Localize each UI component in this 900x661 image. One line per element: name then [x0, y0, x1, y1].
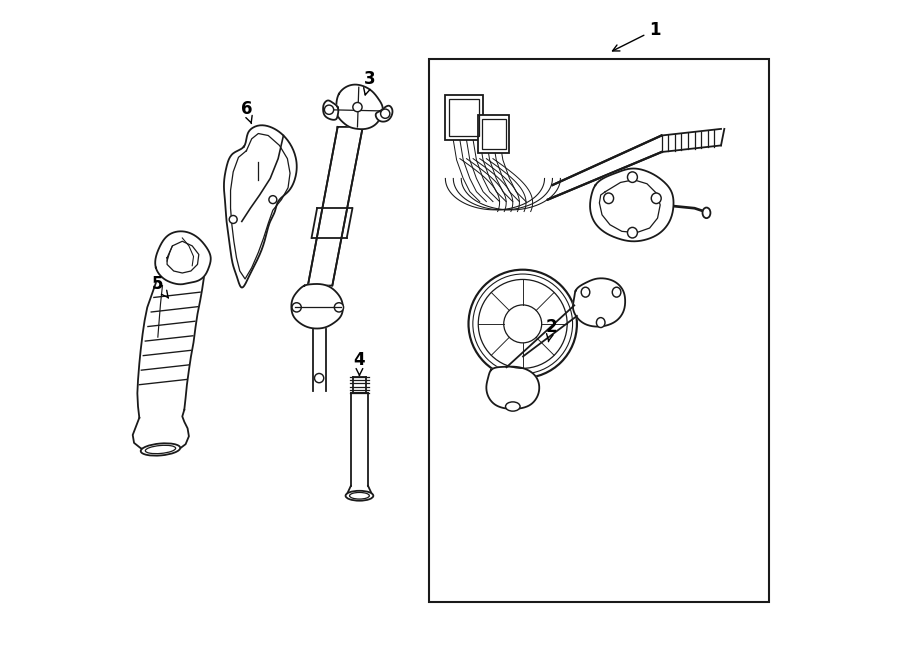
Text: 3: 3	[364, 70, 375, 95]
Ellipse shape	[703, 208, 710, 218]
Ellipse shape	[581, 287, 590, 297]
Polygon shape	[224, 126, 297, 288]
Circle shape	[334, 303, 344, 312]
Circle shape	[292, 303, 302, 312]
Circle shape	[324, 105, 334, 114]
Polygon shape	[573, 278, 625, 327]
Polygon shape	[351, 393, 368, 486]
Circle shape	[381, 109, 390, 118]
Bar	[478, 115, 509, 153]
Bar	[445, 95, 483, 140]
Circle shape	[269, 196, 277, 204]
Polygon shape	[590, 169, 673, 241]
Polygon shape	[337, 85, 382, 129]
Polygon shape	[323, 100, 338, 120]
Text: 2: 2	[545, 318, 557, 342]
Ellipse shape	[597, 318, 605, 327]
Circle shape	[469, 270, 577, 378]
Polygon shape	[346, 486, 373, 496]
Polygon shape	[308, 127, 363, 286]
Polygon shape	[486, 367, 539, 409]
Ellipse shape	[140, 444, 180, 455]
Ellipse shape	[604, 193, 614, 204]
Polygon shape	[375, 106, 392, 122]
Polygon shape	[312, 329, 326, 391]
Bar	[449, 99, 479, 136]
Polygon shape	[548, 136, 662, 200]
Circle shape	[353, 102, 362, 112]
Ellipse shape	[627, 172, 637, 182]
Ellipse shape	[627, 227, 637, 238]
Bar	[428, 59, 770, 602]
Text: 1: 1	[613, 20, 661, 51]
Ellipse shape	[506, 402, 520, 411]
Ellipse shape	[652, 193, 662, 204]
Polygon shape	[155, 231, 211, 284]
Bar	[482, 119, 506, 149]
Circle shape	[314, 373, 324, 383]
Text: 4: 4	[354, 351, 365, 375]
Ellipse shape	[612, 287, 621, 297]
Circle shape	[504, 305, 542, 343]
Polygon shape	[292, 284, 343, 329]
Text: 6: 6	[240, 100, 252, 124]
Text: 5: 5	[152, 275, 168, 298]
Circle shape	[230, 215, 238, 223]
Ellipse shape	[346, 490, 374, 501]
